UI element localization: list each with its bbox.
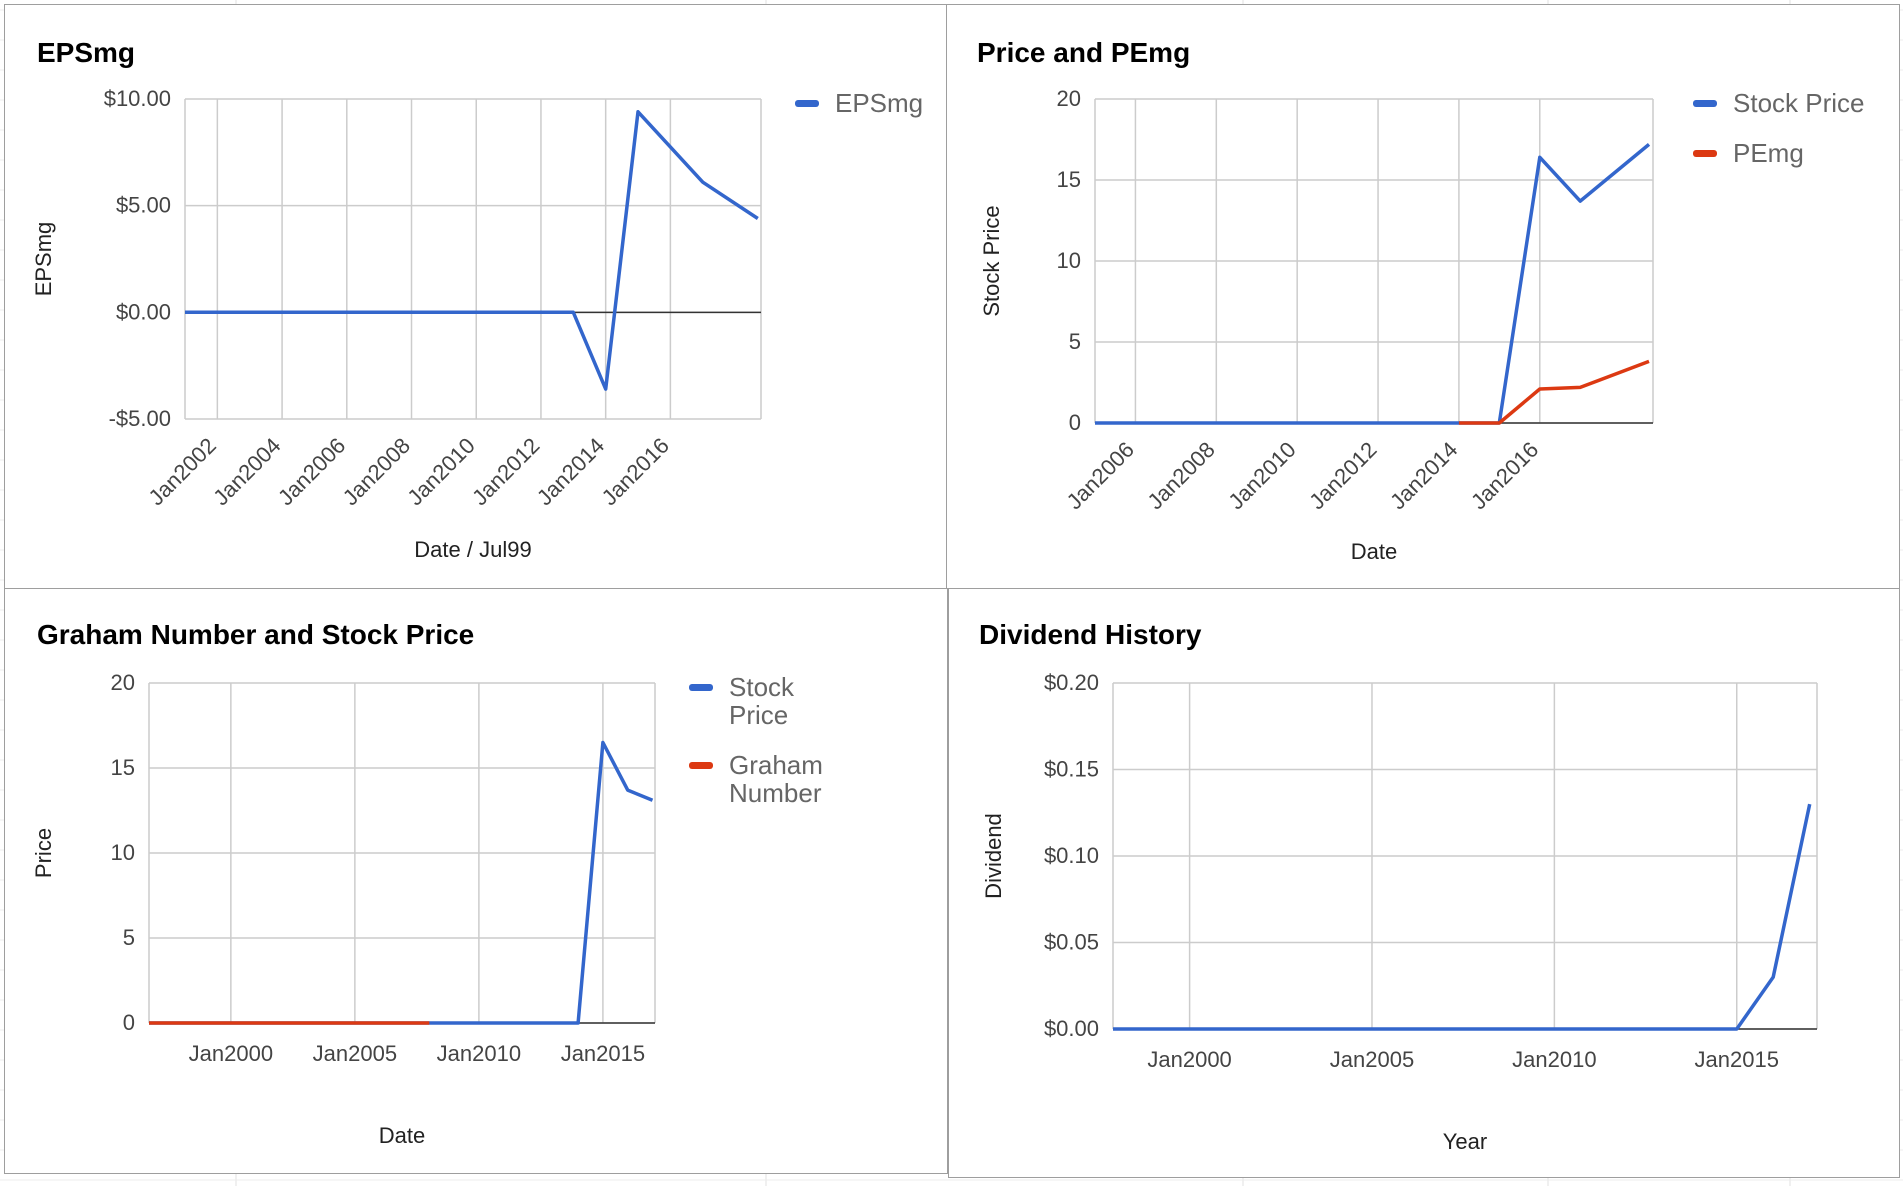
x-tick-label: Jan2015 <box>1695 1047 1779 1072</box>
legend-swatch <box>689 684 713 691</box>
price-pemg-chart-panel[interactable]: Price and PEmg 20 15 10 5 0 Jan2006 Jan2008 Jan… <box>946 4 1900 590</box>
series-line <box>1095 143 1651 425</box>
legend-swatch <box>795 100 819 107</box>
dividend-history-chart-panel[interactable]: Dividend History $0.20 $0.15 $0.10 $0.05 $0.… <box>948 588 1900 1178</box>
x-tick-label: Jan2000 <box>1147 1047 1231 1072</box>
y-axis-label: Stock Price <box>979 205 1004 316</box>
x-tick-label: Jan2015 <box>561 1041 645 1066</box>
x-tick-label: Jan2012 <box>467 433 544 510</box>
x-tick-label: Jan2010 <box>1223 437 1300 514</box>
x-tick-label: Jan2006 <box>1062 437 1139 514</box>
eps-chart-panel[interactable]: EPSmg $10.00 $5.00 $0.00 -$5.00 Jan2002 Jan20… <box>4 4 948 590</box>
y-axis-label: EPSmg <box>31 222 56 297</box>
y-tick-label: 20 <box>111 670 135 695</box>
legend-swatch <box>1693 150 1717 157</box>
dividend-history-line-chart: $0.20 $0.15 $0.10 $0.05 $0.00 Jan2000 Jan2005 J… <box>981 670 1818 1154</box>
legend-label: PEmg <box>1733 138 1804 168</box>
y-tick-label: 20 <box>1057 86 1081 111</box>
graham-number-line-chart: 20 15 10 5 0 Jan2000 Jan2005 Jan2010 Jan2015 Date… <box>31 670 823 1148</box>
series-line <box>185 110 759 391</box>
x-tick-label: Jan2014 <box>532 433 609 510</box>
series-line <box>1458 359 1650 425</box>
chart-title: Dividend History <box>979 619 1202 650</box>
legend-swatch <box>689 762 713 769</box>
x-tick-label: Jan2010 <box>1512 1047 1596 1072</box>
series-line <box>1113 803 1812 1031</box>
x-tick-label: Jan2006 <box>273 433 350 510</box>
x-tick-label: Jan2012 <box>1304 437 1381 514</box>
chart-title: Price and PEmg <box>977 37 1191 68</box>
x-tick-label: Jan2000 <box>189 1041 273 1066</box>
x-axis-label: Date <box>379 1123 425 1148</box>
graham-number-chart-panel[interactable]: Graham Number and Stock Price 20 15 10 5 0 Ja… <box>4 588 948 1174</box>
x-axis-label: Date <box>1351 539 1397 564</box>
y-tick-label: $0.15 <box>1044 757 1099 782</box>
x-tick-label: Jan2004 <box>208 433 285 510</box>
legend-swatch <box>1693 100 1717 107</box>
chart-title: EPSmg <box>37 37 136 68</box>
x-tick-label: Jan2010 <box>402 433 479 510</box>
y-tick-label: $0.05 <box>1044 930 1099 955</box>
y-tick-label: 10 <box>111 840 135 865</box>
x-tick-label: Jan2005 <box>313 1041 397 1066</box>
x-tick-label: Jan2016 <box>1466 437 1543 514</box>
y-tick-label: $5.00 <box>116 193 171 218</box>
y-tick-label: $0.00 <box>116 299 171 324</box>
y-tick-label: $0.10 <box>1044 843 1099 868</box>
legend-label: EPSmg <box>835 88 923 118</box>
y-tick-label: 5 <box>1069 329 1081 354</box>
x-tick-label: Jan2014 <box>1385 437 1462 514</box>
y-tick-label: 0 <box>123 1010 135 1035</box>
chart-title: Graham Number and Stock Price <box>37 619 475 650</box>
y-tick-label: $0.00 <box>1044 1016 1099 1041</box>
y-tick-label: 10 <box>1057 248 1081 273</box>
y-tick-label: $0.20 <box>1044 670 1099 695</box>
legend-label: Graham Number <box>729 750 823 808</box>
x-axis-label: Year <box>1443 1129 1487 1154</box>
x-tick-label: Jan2005 <box>1330 1047 1414 1072</box>
y-tick-label: -$5.00 <box>109 406 171 431</box>
y-axis-label: Price <box>31 828 56 878</box>
x-tick-label: Jan2008 <box>1142 437 1219 514</box>
x-tick-label: Jan2008 <box>338 433 415 510</box>
y-tick-label: 5 <box>123 925 135 950</box>
series-line <box>149 740 654 1025</box>
y-tick-label: $10.00 <box>104 86 171 111</box>
y-tick-label: 15 <box>111 755 135 780</box>
eps-line-chart: $10.00$5.00$0.00-$5.00Jan2002Jan2004Jan2… <box>31 86 923 562</box>
x-tick-label: Jan2002 <box>144 433 221 510</box>
x-tick-label: Jan2016 <box>597 433 674 510</box>
y-tick-label: 0 <box>1069 410 1081 435</box>
y-axis-label: Dividend <box>981 813 1006 899</box>
y-tick-label: 15 <box>1057 167 1081 192</box>
x-tick-label: Jan2010 <box>437 1041 521 1066</box>
legend-label: Stock Price <box>729 672 795 730</box>
legend-label: Stock Price <box>1733 88 1865 118</box>
x-axis-label: Date / Jul99 <box>414 537 531 562</box>
